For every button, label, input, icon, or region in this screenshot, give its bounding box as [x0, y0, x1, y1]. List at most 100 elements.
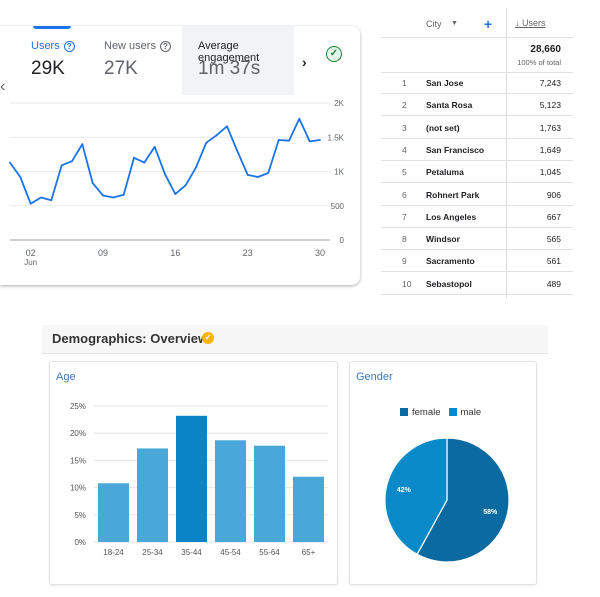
table-row[interactable]: 3 (not set) 1,763 [381, 117, 573, 139]
age-bar[interactable] [176, 415, 207, 542]
table-row[interactable]: 10 Sebastopol 489 [381, 273, 573, 295]
row-rank: 2 [402, 100, 407, 111]
gender-panel: Gender female male 58% 42% [349, 361, 537, 585]
row-users: 906 [546, 189, 561, 200]
question-circle-icon[interactable]: ? [159, 40, 171, 52]
age-bar[interactable] [98, 483, 129, 542]
row-city: Windsor [426, 234, 460, 245]
row-users: 565 [546, 234, 561, 245]
demographics-header: Demographics: Overview ✓ [42, 325, 548, 354]
data-point [91, 182, 94, 185]
metric-engagement-label: Average engagement [198, 40, 260, 64]
header-divider [381, 37, 573, 38]
table-row[interactable]: 5 Petaluma 1,045 [381, 161, 573, 184]
check-circle-icon[interactable]: ✓ [326, 46, 342, 62]
row-rank: 3 [402, 122, 407, 133]
x-tick-label: 35-44 [181, 548, 202, 557]
x-tick-label: 18-24 [103, 548, 124, 557]
row-divider [381, 293, 573, 295]
row-city: San Francisco [426, 144, 485, 155]
row-city: Sebastopol [426, 278, 472, 289]
data-point [164, 173, 166, 176]
pie-slice-male[interactable] [384, 437, 448, 556]
users-column-header[interactable]: ↓ Users [515, 18, 546, 28]
metric-users-value: 29K [31, 58, 65, 79]
metric-new-users-value: 27K [104, 58, 138, 79]
row-rank: 5 [402, 167, 407, 178]
table-row[interactable]: 1 San Jose 7,243 [381, 72, 573, 94]
gender-pie-chart: 58% 42% [384, 437, 510, 563]
x-tick-label: 02 [26, 248, 36, 258]
metric-engagement[interactable]: Average engagement 1m 37s [182, 26, 294, 95]
table-row[interactable]: 7 Los Angeles 667 [381, 206, 573, 228]
chevron-left-icon[interactable]: ‹ [0, 78, 6, 95]
total-divider [381, 72, 573, 73]
arrow-down-icon: ↓ [515, 18, 520, 28]
users-total: 28,660 [530, 44, 561, 55]
users-total-sub: 100% of total [517, 58, 561, 67]
table-row[interactable]: 4 San Francisco 1,649 [381, 139, 573, 161]
pie-slice-female[interactable] [416, 437, 510, 563]
legend-item[interactable]: male [448, 402, 482, 419]
question-circle-icon[interactable]: ? [63, 40, 75, 52]
table-row[interactable]: 8 Windsor 565 [381, 228, 573, 251]
age-bar[interactable] [215, 440, 246, 542]
metric-new-users[interactable]: New users ? 27K [104, 40, 171, 80]
age-bar[interactable] [137, 448, 168, 542]
table-row[interactable]: 6 Rohnert Park 906 [381, 184, 573, 206]
y-tick-label: 20% [70, 429, 86, 438]
legend-label: male [460, 407, 482, 418]
demographics-title: Demographics: Overview [52, 331, 209, 346]
x-tick-label: 30 [315, 248, 325, 258]
row-rank: 7 [402, 211, 407, 222]
data-point [122, 193, 125, 196]
x-tick-sublabel: Jun [24, 258, 37, 267]
series-line [9, 117, 321, 205]
x-tick-label: 45-54 [220, 548, 241, 557]
verified-badge-icon: ✓ [202, 332, 214, 344]
pie-slice-label: 58% [483, 509, 498, 516]
row-city: Santa Rosa [426, 100, 473, 111]
data-point [184, 184, 187, 187]
row-divider [381, 137, 573, 139]
x-tick-label: 25-34 [142, 548, 163, 557]
data-point [215, 134, 218, 137]
pie-slice-label: 42% [397, 487, 412, 494]
data-point [236, 150, 239, 152]
data-point [195, 166, 197, 169]
y-tick-label: 0 [340, 236, 345, 245]
data-point [288, 139, 290, 142]
row-rank: 4 [402, 144, 407, 155]
age-bar[interactable] [293, 476, 324, 542]
plus-icon[interactable]: + [484, 16, 493, 32]
age-bar[interactable] [254, 445, 285, 542]
chevron-right-icon[interactable]: › [302, 54, 307, 70]
city-column-header[interactable]: City [426, 19, 442, 29]
x-tick-label: 09 [98, 248, 108, 258]
legend-swatch [448, 408, 457, 416]
data-point [143, 161, 146, 164]
row-divider [381, 249, 573, 251]
table-row[interactable]: 2 Santa Rosa 5,123 [381, 94, 573, 117]
gender-legend: female male [400, 402, 489, 420]
metric-users[interactable]: Users ? 29K [31, 40, 75, 80]
table-row[interactable]: 9 Sacramento 561 [381, 250, 573, 273]
city-table: City ▼ + ↓ Users 28,660 100% of total 1 S… [381, 8, 573, 298]
age-panel: Age 0% 5% 10% 15% 20% 25% 18-24 25-34 35-44 45-54… [49, 361, 338, 585]
row-users: 5,123 [539, 100, 561, 111]
data-point [153, 145, 156, 148]
y-tick-label: 1.5K [328, 133, 345, 142]
data-point [308, 140, 311, 143]
data-point [71, 160, 73, 163]
legend-item[interactable]: female [400, 402, 441, 419]
row-divider [381, 204, 573, 206]
row-users: 1,045 [539, 167, 561, 178]
data-point [226, 125, 228, 128]
row-rank: 10 [402, 278, 412, 289]
data-point [257, 176, 259, 178]
row-divider [381, 115, 573, 117]
y-tick-label: 1K [334, 168, 344, 177]
y-tick-label: 500 [331, 202, 345, 211]
caret-down-icon[interactable]: ▼ [451, 20, 458, 27]
